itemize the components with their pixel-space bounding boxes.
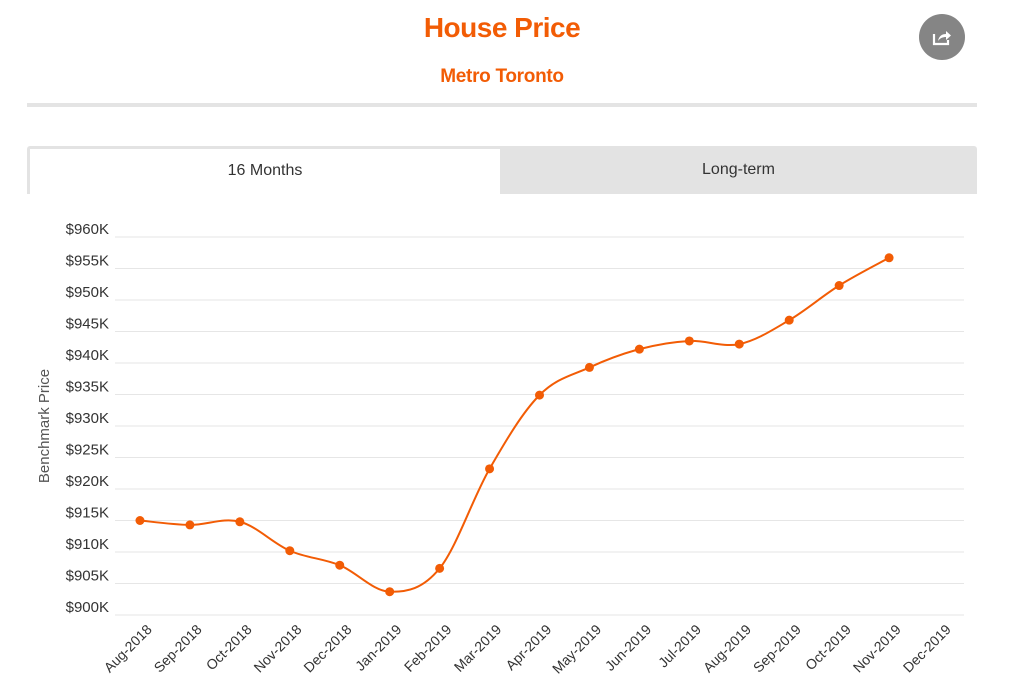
x-tick-label: Nov-2019	[850, 621, 904, 675]
data-point	[584, 362, 594, 372]
share-icon	[932, 31, 951, 46]
data-point	[485, 464, 495, 474]
y-tick-label: $915K	[66, 505, 109, 522]
data-point	[185, 520, 195, 530]
data-point	[634, 344, 644, 354]
share-button[interactable]	[919, 14, 965, 60]
y-tick-label: $945K	[66, 316, 109, 333]
y-tick-label: $950K	[66, 284, 109, 301]
chart-title: House Price	[423, 12, 581, 43]
x-tick-label: Feb-2019	[401, 621, 455, 675]
x-tick-label: Nov-2018	[250, 621, 304, 675]
x-tick-label: Sep-2018	[151, 621, 205, 675]
data-point	[135, 516, 145, 525]
y-tick-label: $900K	[66, 599, 109, 616]
x-tick-label: Apr-2019	[502, 621, 554, 673]
x-tick-label: Oct-2018	[203, 621, 255, 673]
x-tick-label: Jun-2019	[602, 621, 655, 674]
x-tick-label: Aug-2019	[700, 621, 754, 675]
data-point	[435, 563, 445, 573]
line-chart: $900K $905K $910K $915K $920K $925K $930K $935K…	[36, 221, 964, 677]
y-axis-label: Benchmark Price	[36, 369, 53, 483]
chart-subtitle: Metro Toronto	[440, 66, 564, 87]
x-tick-label: Aug-2018	[101, 621, 155, 675]
x-tick-label: Sep-2019	[750, 621, 804, 675]
data-point	[285, 546, 295, 556]
y-tick-label: $955K	[66, 253, 109, 270]
y-tick-label: $960K	[66, 221, 109, 238]
header-divider	[27, 103, 977, 107]
tab-16-months[interactable]: 16 Months	[30, 149, 500, 194]
data-point	[784, 315, 794, 325]
y-tick-label: $910K	[66, 536, 109, 553]
data-point	[734, 339, 744, 349]
tab-long-term[interactable]: Long-term	[702, 161, 775, 178]
y-tick-label: $935K	[66, 379, 109, 396]
x-tick-label: Jan-2019	[352, 621, 405, 674]
data-point	[684, 336, 694, 346]
data-point	[235, 517, 245, 527]
y-tick-label: $930K	[66, 410, 109, 427]
x-tick-label: Oct-2019	[802, 621, 854, 673]
x-tick-label: Mar-2019	[451, 621, 505, 675]
data-point	[385, 587, 395, 597]
data-point	[335, 560, 345, 570]
x-tick-label: Dec-2019	[900, 621, 954, 675]
x-tick-label: May-2019	[549, 621, 604, 676]
x-tick-label: Dec-2018	[300, 621, 354, 675]
x-tick-label: Jul-2019	[655, 621, 704, 670]
y-tick-label: $940K	[66, 347, 109, 364]
series-line	[139, 256, 890, 593]
y-tick-label: $925K	[66, 442, 109, 459]
tab-bar: 16 Months Long-term	[27, 146, 977, 194]
y-tick-label: $920K	[66, 473, 109, 490]
data-point	[535, 390, 544, 400]
data-point	[834, 281, 844, 291]
data-point	[884, 253, 894, 263]
y-tick-label: $905K	[66, 568, 109, 585]
